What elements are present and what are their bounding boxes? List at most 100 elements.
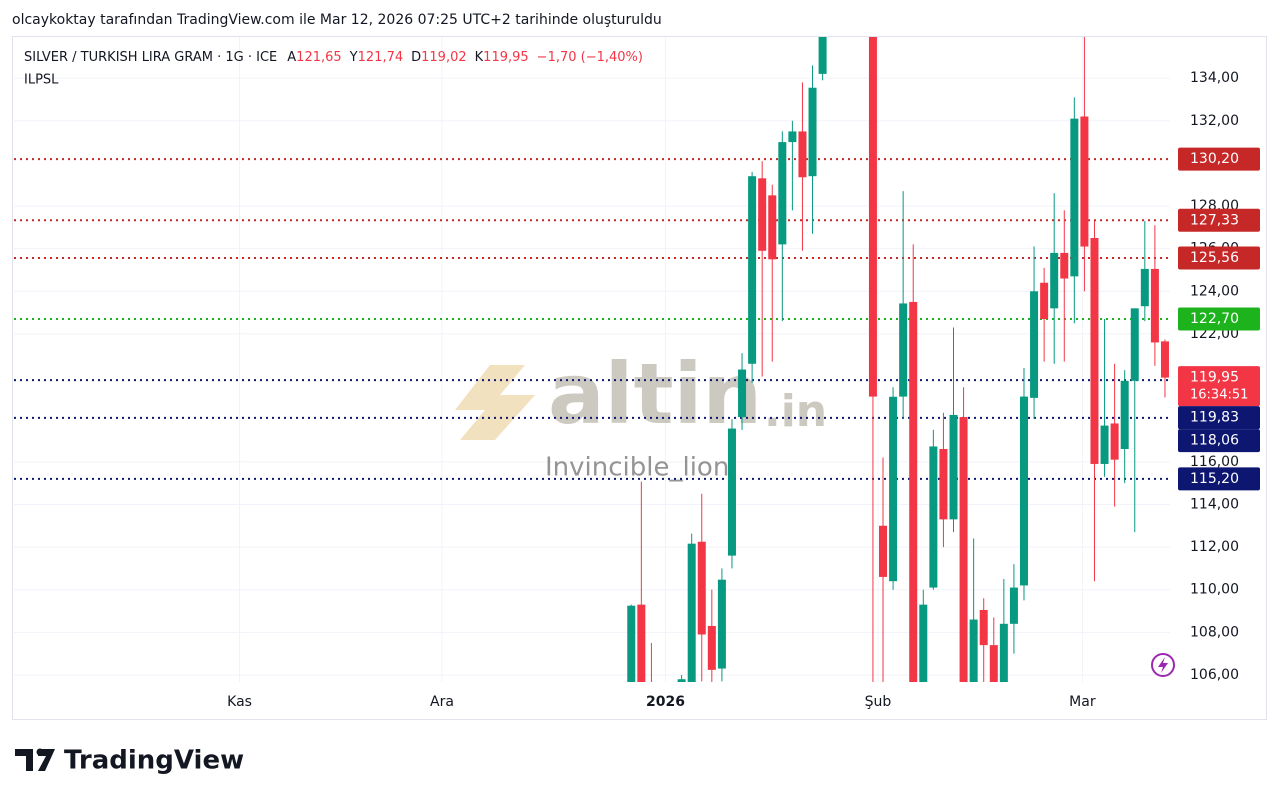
- candle-body: [939, 449, 948, 520]
- price-badge: [1178, 307, 1260, 331]
- candle-body: [1150, 268, 1159, 343]
- candle-body: [999, 623, 1008, 682]
- y-tick-label: 110,00: [1190, 582, 1239, 598]
- candle-body: [868, 37, 877, 397]
- candle-body: [738, 369, 747, 418]
- y-tick-label: 116,00: [1190, 454, 1239, 470]
- candle-body: [989, 645, 998, 682]
- x-tick-label: Ara: [430, 694, 454, 710]
- candle-body: [879, 525, 888, 577]
- candle-body: [727, 428, 736, 556]
- footer-brand: TradingView: [64, 746, 244, 776]
- y-tick-label: 106,00: [1190, 667, 1239, 683]
- candle-body: [1090, 238, 1099, 464]
- candle-body: [1050, 252, 1059, 309]
- candle-body: [717, 579, 726, 669]
- badges: 130,20 127,33 125,56 122,70 119,95 16:34:51 11…: [1178, 147, 1260, 491]
- legend-value: 121,65: [296, 50, 342, 65]
- legend-change: −1,70 (−1,40%): [537, 50, 643, 65]
- x-tick-label: Kas: [227, 694, 252, 710]
- y-tick-label: 124,00: [1190, 283, 1239, 299]
- candle-body: [677, 679, 686, 682]
- candle-body: [798, 131, 807, 178]
- y-tick-label: 134,00: [1190, 70, 1239, 86]
- watermark-brand: altin: [548, 345, 762, 443]
- candle-body: [909, 301, 918, 682]
- x-tick-label: Şub: [865, 694, 892, 710]
- candle-body: [637, 604, 646, 682]
- price-badge-label: 118,06: [1190, 433, 1239, 449]
- candle-body: [1009, 587, 1018, 624]
- footer-logo-dot: [36, 748, 44, 756]
- candle-body: [1019, 396, 1028, 586]
- candle-body: [929, 446, 938, 588]
- candle-body: [949, 414, 958, 520]
- legend-key: K: [475, 50, 484, 65]
- price-badge-label: 119,95: [1190, 370, 1239, 386]
- alert-bolt[interactable]: [1158, 657, 1168, 673]
- legend: SILVER / TURKISH LIRA GRAM · 1G · ICE A12…: [24, 50, 643, 65]
- candles: [627, 37, 1169, 692]
- candle-body: [818, 37, 827, 74]
- candle-body: [1130, 308, 1139, 381]
- price-badge-label: 119,83: [1190, 410, 1239, 426]
- candle-body: [1160, 341, 1169, 378]
- price-badge: [1178, 406, 1260, 430]
- candle-body: [1080, 116, 1089, 247]
- legend-key: A: [287, 50, 296, 65]
- legend-value: 119,95: [483, 50, 529, 65]
- legend-value: 119,02: [421, 50, 467, 65]
- price-badge: [1178, 208, 1260, 232]
- alert-icon[interactable]: [1151, 653, 1175, 677]
- levels: [14, 158, 1170, 480]
- candle-body: [697, 541, 706, 635]
- indicator-name: ILPSL: [24, 73, 59, 88]
- price-badge-label: 127,33: [1190, 212, 1239, 228]
- candle-body: [889, 396, 898, 582]
- candle-body: [969, 619, 978, 682]
- candle-body: [687, 543, 696, 682]
- candle-body: [1060, 252, 1069, 279]
- legend-key: Y: [349, 50, 358, 65]
- y-tick-label: 132,00: [1190, 113, 1239, 129]
- watermark-logo: [455, 365, 535, 440]
- candle-body: [1030, 291, 1039, 398]
- legend-symbol: SILVER / TURKISH LIRA GRAM · 1G · ICE: [24, 50, 277, 65]
- price-badge-label: 122,70: [1190, 311, 1239, 327]
- candle-body: [1070, 118, 1079, 277]
- candle-body: [647, 686, 655, 692]
- candle-body: [748, 176, 757, 364]
- footer-logo-mark: [15, 749, 55, 771]
- caption: olcaykoktay tarafından TradingView.com i…: [12, 12, 662, 28]
- candle-body: [919, 604, 928, 682]
- y-tick-label: 114,00: [1190, 496, 1239, 512]
- watermark: altin .in: [455, 345, 827, 443]
- candle-body: [758, 178, 767, 251]
- price-badge: [1178, 366, 1260, 407]
- footer-logo: TradingView: [15, 746, 244, 776]
- price-badge: [1178, 246, 1260, 270]
- candle-body: [1120, 380, 1129, 450]
- price-badge: [1178, 147, 1260, 171]
- y-tick-label: 112,00: [1190, 539, 1239, 555]
- price-badge: [1178, 429, 1260, 453]
- candle-body: [788, 131, 797, 143]
- watermark-suffix: .in: [764, 386, 827, 437]
- candle-body: [1140, 268, 1149, 307]
- price-badge-label: 115,20: [1190, 471, 1239, 487]
- x-tick-label: 2026: [646, 694, 685, 710]
- candle-body: [707, 625, 716, 670]
- candle-body: [1100, 425, 1109, 464]
- price-badge-label: 125,56: [1190, 250, 1239, 266]
- candle-body: [778, 142, 787, 245]
- candle-body: [768, 195, 777, 260]
- candle-body: [627, 605, 636, 682]
- legend-value: 121,74: [358, 50, 404, 65]
- candle-body: [959, 417, 968, 682]
- chart-frame: [12, 36, 1267, 720]
- y-tick-label: 108,00: [1190, 624, 1239, 640]
- alert-circle[interactable]: [1151, 653, 1175, 677]
- candle-body: [979, 609, 988, 646]
